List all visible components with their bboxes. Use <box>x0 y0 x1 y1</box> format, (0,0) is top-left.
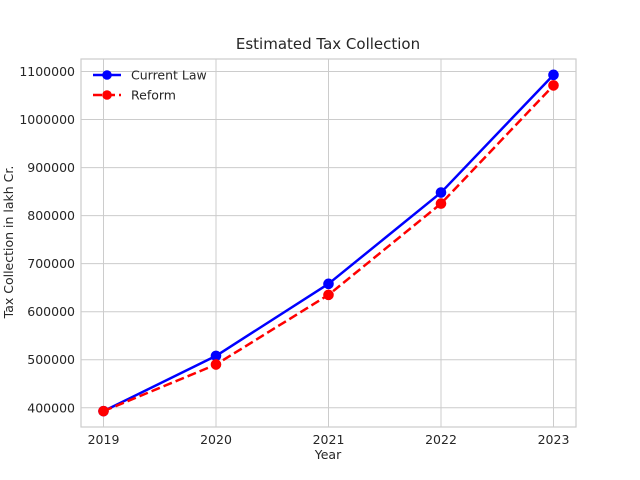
plot-area-frame <box>80 58 577 428</box>
y-tick-label: 800000 <box>27 208 75 223</box>
data-point <box>323 289 334 301</box>
x-tick-label: 2019 <box>88 432 120 447</box>
y-tick-label: 400000 <box>27 400 75 415</box>
x-tick-label: 2023 <box>538 432 570 447</box>
data-point <box>98 405 109 417</box>
y-tick-label: 1100000 <box>19 64 75 79</box>
chart-title: Estimated Tax Collection <box>236 35 420 53</box>
x-axis-ticks: 2019 2020 2021 2022 2023 <box>88 432 570 447</box>
legend: Current Law Reform <box>93 68 207 103</box>
data-point <box>548 80 559 91</box>
legend-label: Current Law <box>131 68 207 83</box>
y-tick-label: 700000 <box>27 256 75 271</box>
x-tick-label: 2020 <box>200 432 232 447</box>
legend-label: Reform <box>131 88 176 103</box>
y-tick-label: 1000000 <box>19 112 75 127</box>
x-axis-label: Year <box>314 447 342 462</box>
y-axis-label: Tax Collection in lakh Cr. <box>1 166 16 320</box>
x-tick-label: 2022 <box>425 432 457 447</box>
legend-entry: Reform <box>93 88 176 103</box>
y-axis-ticks: 400000 500000 600000 700000 800000 900000 1000… <box>19 64 75 415</box>
data-point <box>548 69 559 81</box>
y-tick-label: 600000 <box>27 304 75 319</box>
legend-marker <box>102 90 112 100</box>
y-tick-label: 500000 <box>27 352 75 367</box>
series-layer <box>98 69 559 417</box>
series-reform <box>98 80 559 417</box>
legend-marker <box>102 70 112 80</box>
data-point <box>435 187 447 198</box>
x-tick-label: 2021 <box>313 432 345 447</box>
y-tick-label: 900000 <box>27 160 75 175</box>
data-point <box>323 278 334 290</box>
grid-lines <box>81 59 576 427</box>
data-point <box>210 359 222 370</box>
data-point <box>435 198 447 209</box>
legend-entry: Current Law <box>93 68 207 83</box>
